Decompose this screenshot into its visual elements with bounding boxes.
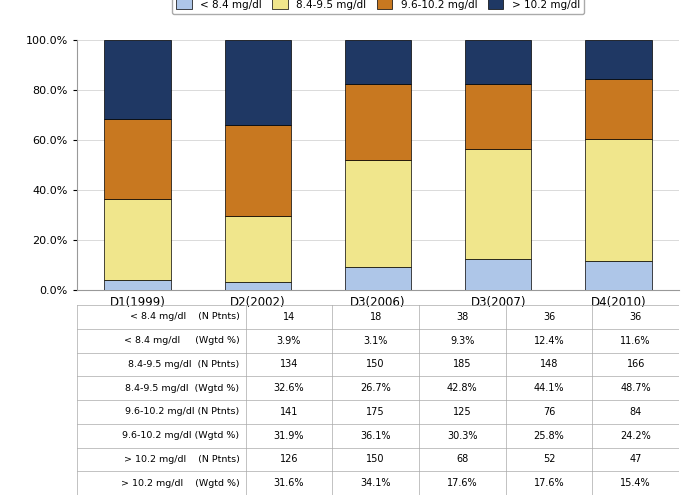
Text: 44.1%: 44.1%	[533, 383, 564, 393]
Text: 185: 185	[453, 360, 472, 370]
Bar	[104, 40, 171, 119]
Bar	[345, 40, 411, 84]
Text: 26.7%: 26.7%	[360, 383, 391, 393]
Legend: < 8.4 mg/dl, 8.4-9.5 mg/dl, 9.6-10.2 mg/dl, > 10.2 mg/dl: < 8.4 mg/dl, 8.4-9.5 mg/dl, 9.6-10.2 mg/…	[172, 0, 584, 14]
Bar	[345, 84, 411, 160]
Bar	[585, 40, 652, 78]
Text: 30.3%: 30.3%	[447, 430, 477, 440]
Text: 68: 68	[456, 454, 468, 464]
Text: 8.4-9.5 mg/dl  (N Ptnts): 8.4-9.5 mg/dl (N Ptnts)	[128, 360, 239, 369]
Text: 17.6%: 17.6%	[533, 478, 564, 488]
Text: 36: 36	[542, 312, 555, 322]
Bar	[104, 198, 171, 280]
Text: 11.6%: 11.6%	[620, 336, 651, 345]
Text: < 8.4 mg/dl     (Wgtd %): < 8.4 mg/dl (Wgtd %)	[124, 336, 239, 345]
Text: 9.3%: 9.3%	[450, 336, 475, 345]
Text: 12.4%: 12.4%	[533, 336, 564, 345]
Bar	[585, 139, 652, 261]
Text: 14: 14	[283, 312, 295, 322]
Text: 38: 38	[456, 312, 468, 322]
Text: 48.7%: 48.7%	[620, 383, 651, 393]
Text: 31.6%: 31.6%	[274, 478, 304, 488]
Bar	[225, 125, 290, 216]
Text: 36: 36	[629, 312, 642, 322]
Text: 52: 52	[542, 454, 555, 464]
Text: 31.9%: 31.9%	[274, 430, 304, 440]
Text: 25.8%: 25.8%	[533, 430, 564, 440]
Text: 150: 150	[366, 360, 385, 370]
Bar	[225, 216, 290, 282]
Text: 9.6-10.2 mg/dl (N Ptnts): 9.6-10.2 mg/dl (N Ptnts)	[125, 408, 239, 416]
Bar	[585, 261, 652, 290]
Bar	[225, 40, 290, 125]
Text: 18: 18	[370, 312, 382, 322]
Text: 76: 76	[542, 407, 555, 417]
Text: 148: 148	[540, 360, 558, 370]
Bar	[466, 40, 531, 84]
Text: 47: 47	[629, 454, 642, 464]
Text: 134: 134	[280, 360, 298, 370]
Text: 166: 166	[626, 360, 645, 370]
Text: 17.6%: 17.6%	[447, 478, 477, 488]
Text: 36.1%: 36.1%	[360, 430, 391, 440]
Text: 141: 141	[280, 407, 298, 417]
Text: 24.2%: 24.2%	[620, 430, 651, 440]
Text: 3.1%: 3.1%	[363, 336, 388, 345]
Bar	[345, 267, 411, 290]
Text: 126: 126	[280, 454, 298, 464]
Text: 150: 150	[366, 454, 385, 464]
Bar	[104, 119, 171, 198]
Text: < 8.4 mg/dl    (N Ptnts): < 8.4 mg/dl (N Ptnts)	[130, 312, 239, 322]
Text: > 10.2 mg/dl    (N Ptnts): > 10.2 mg/dl (N Ptnts)	[124, 455, 239, 464]
Bar	[585, 78, 652, 139]
Text: > 10.2 mg/dl    (Wgtd %): > 10.2 mg/dl (Wgtd %)	[121, 478, 239, 488]
Text: 84: 84	[629, 407, 642, 417]
Bar	[104, 280, 171, 290]
Bar	[466, 259, 531, 290]
Text: 8.4-9.5 mg/dl  (Wgtd %): 8.4-9.5 mg/dl (Wgtd %)	[125, 384, 239, 392]
Text: 32.6%: 32.6%	[274, 383, 304, 393]
Text: 3.9%: 3.9%	[276, 336, 301, 345]
Text: 125: 125	[453, 407, 472, 417]
Bar	[225, 282, 290, 290]
Text: 42.8%: 42.8%	[447, 383, 477, 393]
Text: 15.4%: 15.4%	[620, 478, 651, 488]
Text: 175: 175	[366, 407, 385, 417]
Text: 9.6-10.2 mg/dl (Wgtd %): 9.6-10.2 mg/dl (Wgtd %)	[122, 431, 239, 440]
Bar	[466, 84, 531, 149]
Bar	[345, 160, 411, 267]
Text: 34.1%: 34.1%	[360, 478, 391, 488]
Bar	[466, 149, 531, 259]
